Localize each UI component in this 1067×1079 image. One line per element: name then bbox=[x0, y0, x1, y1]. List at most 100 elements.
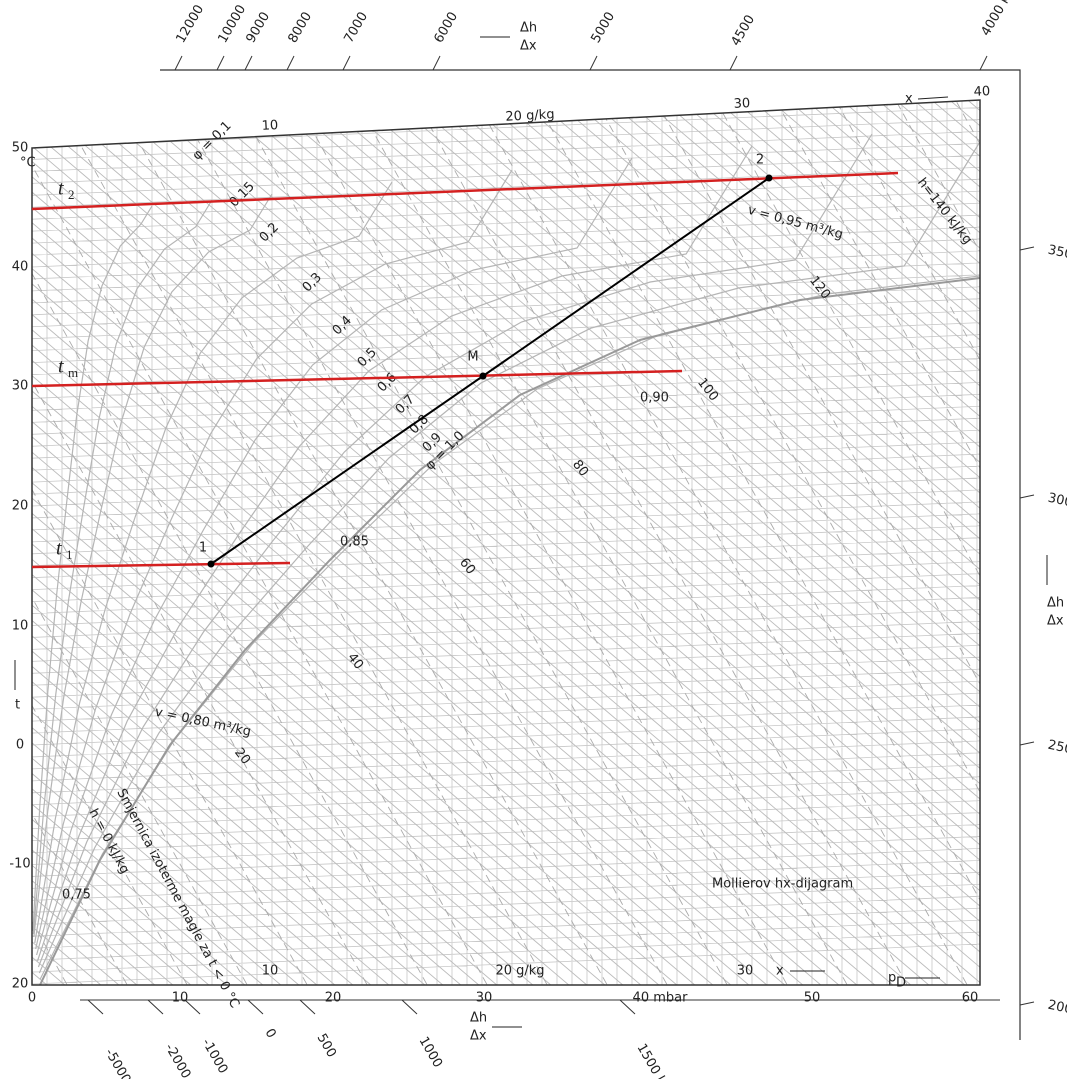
humidity-curve bbox=[36, 157, 633, 956]
bottom-scale-label: -1000 bbox=[199, 1036, 231, 1076]
top-scale-label: 4000 kJ/kg bbox=[979, 0, 1026, 39]
top-scale-label: 7000 bbox=[342, 10, 372, 46]
isotherm-label: t bbox=[58, 356, 64, 378]
humidity-curve bbox=[32, 199, 213, 935]
right-scale-label: 3000 bbox=[1046, 491, 1067, 513]
tick bbox=[342, 55, 351, 71]
tick bbox=[432, 55, 441, 71]
isotherm-label: t bbox=[58, 178, 64, 200]
tick bbox=[299, 999, 316, 1015]
x-top-label: 10 bbox=[261, 118, 278, 134]
p-tick-label: 30 bbox=[476, 991, 493, 1006]
top-scale-label: 5000 bbox=[589, 10, 619, 46]
outer-frame bbox=[160, 69, 1021, 1040]
bottom-scale-label: 0 bbox=[262, 1026, 279, 1041]
t-tick-label: 50 bbox=[12, 141, 29, 156]
scale-label: Δx bbox=[1047, 614, 1064, 629]
t-tick-label: -10 bbox=[9, 857, 30, 872]
x-top-label: 20 g/kg bbox=[505, 107, 555, 125]
tick bbox=[174, 55, 183, 71]
t-unit: °C bbox=[20, 156, 36, 171]
arrow bbox=[917, 96, 949, 100]
t-tick-label: 0 bbox=[16, 738, 24, 753]
phi-label: 0,2 bbox=[257, 220, 282, 245]
tick bbox=[1019, 246, 1035, 251]
tick bbox=[619, 999, 636, 1015]
diagram-title: Mollierov hx-dijagram bbox=[712, 877, 853, 892]
scale-label: Δh bbox=[470, 1011, 487, 1026]
plot-frame bbox=[31, 99, 981, 986]
v-label: 0,85 bbox=[340, 535, 369, 550]
scale-label: Δx bbox=[470, 1029, 487, 1044]
scale-label: Δh bbox=[1047, 596, 1064, 611]
t-tick-label: 20 bbox=[12, 977, 29, 992]
scale-label: Δh bbox=[520, 21, 537, 36]
phi-label: 0,6 bbox=[375, 370, 400, 395]
p-axis-sub: D bbox=[896, 976, 906, 991]
tick bbox=[247, 999, 264, 1015]
point-label: 1 bbox=[199, 541, 207, 556]
p-tick-label: 60 bbox=[962, 991, 979, 1006]
p-tick-label: 10 bbox=[172, 991, 189, 1006]
isotherm-red bbox=[31, 561, 291, 569]
x-bottom-label: 20 g/kg bbox=[495, 964, 544, 979]
tick bbox=[589, 55, 598, 71]
tick bbox=[286, 55, 295, 71]
p-tick-label: 50 bbox=[804, 991, 821, 1006]
tick bbox=[979, 55, 988, 71]
state-point bbox=[479, 372, 487, 380]
x-label: x bbox=[905, 92, 913, 107]
tick bbox=[147, 999, 164, 1015]
tick bbox=[1019, 741, 1035, 746]
humidity-curve bbox=[38, 121, 980, 974]
isotherm-sub: 1 bbox=[66, 547, 73, 562]
bottom-scale-label: 500 bbox=[314, 1031, 339, 1060]
humidity-curve bbox=[35, 169, 513, 950]
humidity-curve bbox=[33, 193, 273, 938]
isotherm-red bbox=[31, 369, 683, 388]
h-label: 100 bbox=[694, 375, 721, 404]
isotherm-label: t bbox=[56, 538, 62, 560]
humidity-curve bbox=[32, 205, 153, 932]
top-scale-label: 12000 bbox=[174, 2, 208, 45]
tick bbox=[87, 999, 104, 1015]
state-point bbox=[765, 174, 773, 182]
isotherm-sub: 2 bbox=[68, 187, 75, 202]
right-scale-label: 2000 bbox=[1046, 998, 1067, 1020]
tick bbox=[184, 999, 201, 1015]
scale-label: Δx bbox=[520, 39, 537, 54]
isotherm-sub: m bbox=[68, 365, 78, 380]
x-top-label: 40 bbox=[973, 84, 990, 100]
bottom-scale-label: 1000 bbox=[416, 1034, 446, 1070]
humidity-curve bbox=[34, 181, 393, 944]
state-point bbox=[207, 560, 215, 568]
bottom-scale-label: -5000 bbox=[102, 1046, 134, 1079]
top-scale-label: 9000 bbox=[244, 10, 274, 46]
t-tick-label: 30 bbox=[12, 379, 29, 394]
tick bbox=[729, 55, 738, 71]
right-scale-label: 3500 bbox=[1046, 243, 1067, 265]
humidity-curve bbox=[37, 133, 873, 968]
t-tick-label: 40 bbox=[12, 260, 29, 275]
tick bbox=[401, 999, 418, 1015]
bottom-scale-label: 1500 kJ/kg bbox=[634, 1041, 681, 1079]
bottom-scale-label: -2000 bbox=[162, 1041, 194, 1079]
x-label: x bbox=[776, 964, 784, 979]
p-tick-label: 0 bbox=[28, 991, 36, 1006]
phi-label: 0,8 bbox=[407, 412, 432, 437]
tick bbox=[216, 55, 225, 71]
top-scale-label: 4500 bbox=[729, 13, 759, 49]
point-label: M bbox=[467, 350, 478, 365]
top-scale-label: 6000 bbox=[432, 10, 462, 46]
fog-note: Smjernica izoterme magle za t < 0 °C bbox=[113, 786, 242, 1010]
x-bottom-label: 30 bbox=[737, 964, 754, 979]
x-top-label: 30 bbox=[733, 96, 750, 112]
p-tick-label: 20 bbox=[325, 991, 342, 1006]
right-scale-label: 2500 bbox=[1046, 738, 1067, 760]
tick bbox=[244, 55, 253, 71]
humidity-curve bbox=[36, 145, 753, 962]
